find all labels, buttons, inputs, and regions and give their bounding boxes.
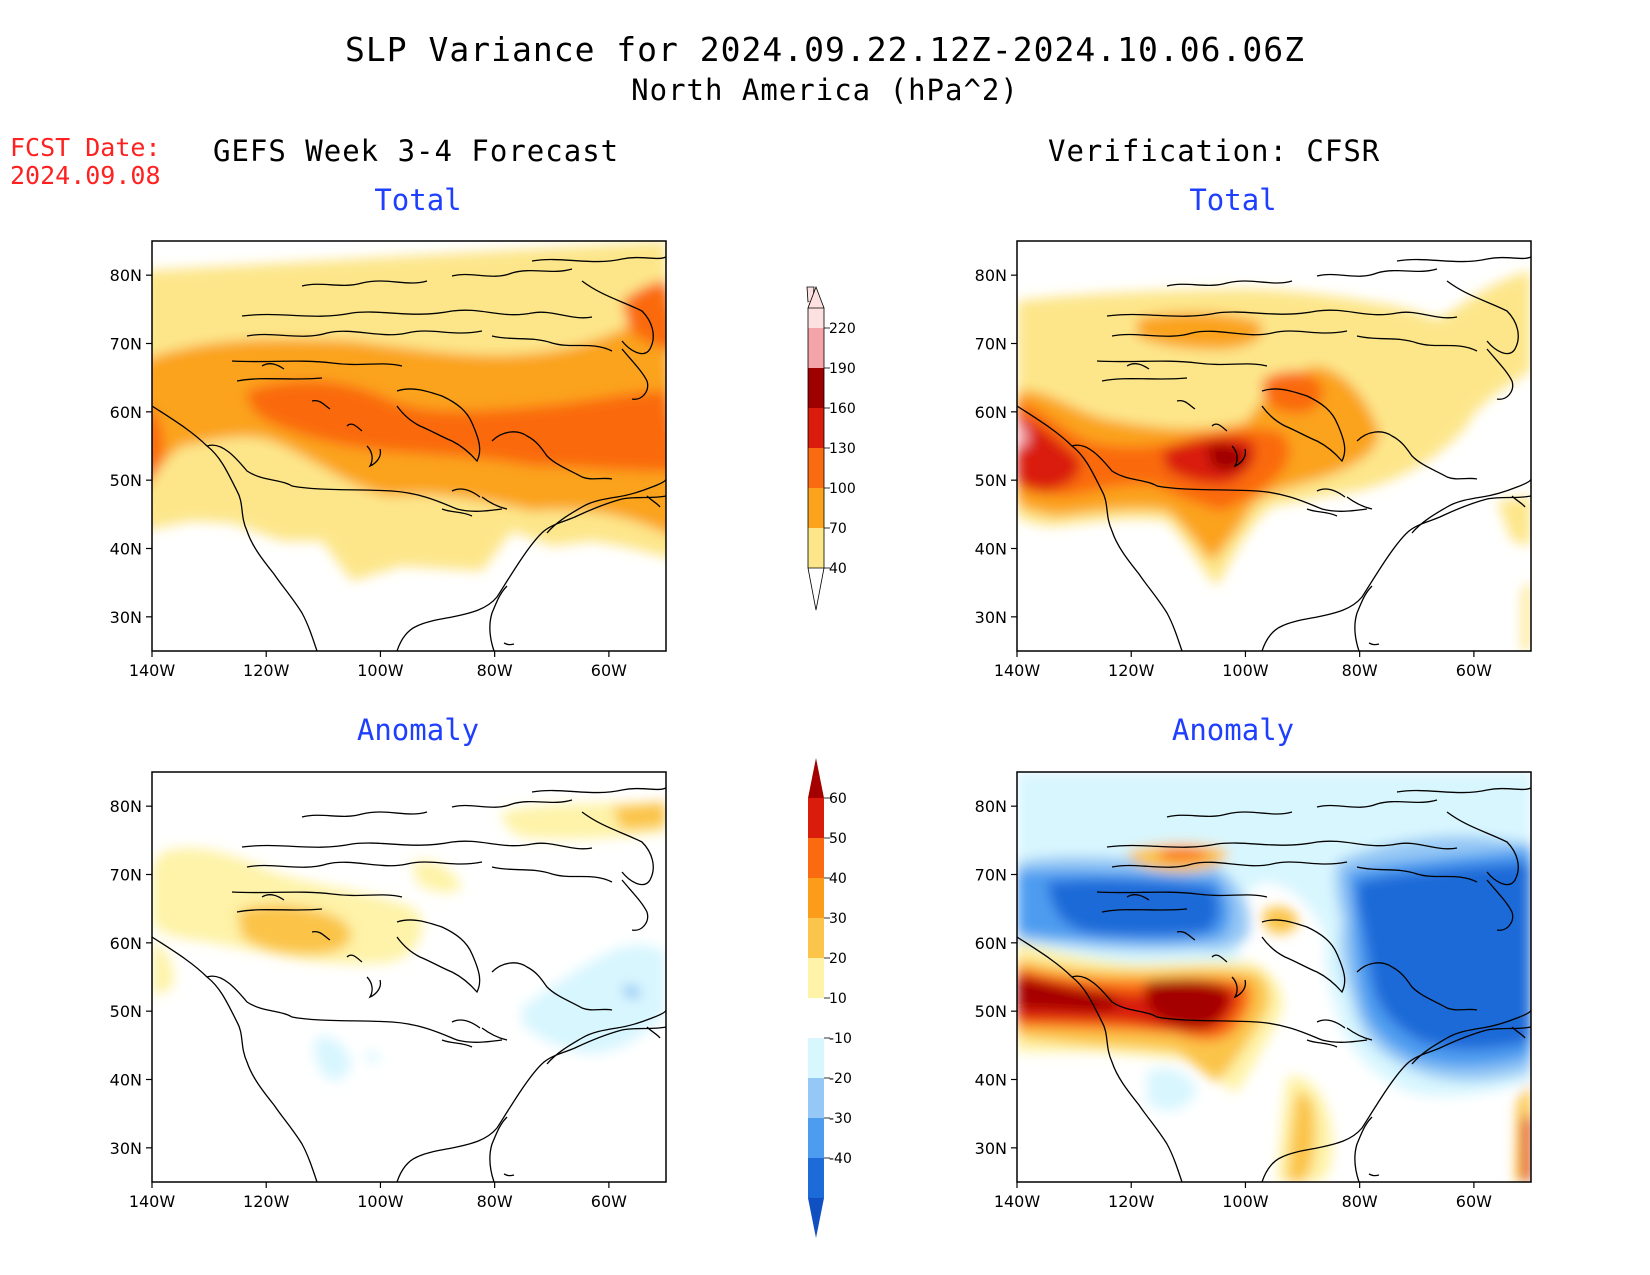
map-verif-total (1016, 240, 1532, 652)
lat-tick-label: 40N (975, 1071, 1007, 1090)
map-verif-anomaly (1016, 771, 1532, 1183)
colorbar-label: 70 (829, 521, 847, 537)
lat-tick-label: 60N (975, 403, 1007, 422)
right-heading: Verification: CFSR (1048, 134, 1381, 168)
lat-tick-label: 70N (975, 335, 1007, 354)
colorbar-label: 40 (829, 871, 847, 887)
colorbar-label: -40 (829, 1151, 852, 1167)
map-frame (1016, 771, 1532, 1183)
colorbar-label: 190 (829, 361, 856, 377)
colorbar-label: -10 (829, 1031, 852, 1047)
colorbar-arrow-bottom (808, 1198, 824, 1238)
colorbar-label: 160 (829, 401, 856, 417)
left-heading: GEFS Week 3-4 Forecast (213, 134, 620, 168)
colorbar-anomaly: 60 50 40 30 20 10 -10 -20 -30 -40 (808, 758, 852, 1238)
map-frame (151, 771, 667, 1183)
lon-tick-label: 140W (129, 1192, 176, 1211)
map-fcst-total (151, 240, 667, 652)
colorbar-label: 220 (829, 321, 856, 337)
lat-tick-label: 50N (110, 471, 142, 490)
lon-tick-label: 100W (1222, 1192, 1269, 1211)
axes-layer: 140W 120W 100W 80W 60W 80N 70N 60N 50N 40N 30N 140W… (110, 266, 1492, 1211)
lon-tick-label: 120W (243, 661, 290, 680)
colorbar-label: 30 (829, 911, 847, 927)
lon-tick-label: 80W (477, 1192, 513, 1211)
colorbar-label: 60 (829, 791, 847, 807)
colorbar-swatch (808, 838, 824, 878)
lon-tick-label: 140W (994, 661, 1041, 680)
lat-tick-label: 50N (110, 1002, 142, 1021)
lat-tick-label: 60N (975, 934, 1007, 953)
colorbar-swatch (808, 1158, 824, 1198)
lon-tick-label: 100W (357, 661, 404, 680)
colorbar-swatch (808, 918, 824, 958)
lon-tick-label: 60W (1456, 1192, 1492, 1211)
lon-tick-label: 140W (994, 1192, 1041, 1211)
fcst-date-value: 2024.09.08 (10, 161, 161, 190)
lat-tick-label: 30N (975, 608, 1007, 627)
main-subtitle: North America (hPa^2) (631, 73, 1019, 107)
map-frame (1016, 240, 1532, 652)
lat-tick-label: 80N (110, 266, 142, 285)
lat-tick-label: 40N (110, 540, 142, 559)
colorbar-swatch (808, 1038, 824, 1078)
lat-tick-label: 50N (975, 471, 1007, 490)
lat-tick-label: 70N (110, 335, 142, 354)
lat-tick-label: 40N (110, 1071, 142, 1090)
lon-tick-label: 100W (357, 1192, 404, 1211)
lon-tick-label: 80W (1342, 661, 1378, 680)
colorbar-label: -20 (829, 1071, 852, 1087)
colorbar-swatch (808, 998, 824, 1038)
colorbar-label: 50 (829, 831, 847, 847)
lat-tick-label: 70N (110, 866, 142, 885)
colorbar-swatch (808, 1118, 824, 1158)
panel-title-verif-anomaly: Anomaly (1171, 713, 1295, 747)
lat-tick-label: 30N (110, 608, 142, 627)
lon-tick-label: 120W (1108, 1192, 1155, 1211)
colorbar-total: 40 70 100 130 160 190 220 (806, 285, 856, 611)
lon-tick-label: 120W (243, 1192, 290, 1211)
colorbar-label: 20 (829, 951, 847, 967)
fcst-date-label: FCST Date: (10, 133, 161, 162)
colorbar-arrow-top (808, 758, 824, 798)
lat-tick-label: 80N (975, 797, 1007, 816)
lat-tick-label: 40N (975, 540, 1007, 559)
lat-tick-label: 80N (110, 797, 142, 816)
colorbar-swatch (808, 1078, 824, 1118)
lat-tick-label: 60N (110, 403, 142, 422)
panel-title-verif-total: Total (1189, 183, 1277, 217)
lon-tick-label: 100W (1222, 661, 1269, 680)
colorbar-label: 100 (829, 481, 856, 497)
lat-tick-label: 70N (975, 866, 1007, 885)
colorbar-swatch (808, 878, 824, 918)
panel-title-fcst-total: Total (374, 183, 462, 217)
colorbar-label: 130 (829, 441, 856, 457)
lat-tick-label: 50N (975, 1002, 1007, 1021)
lon-tick-label: 80W (1342, 1192, 1378, 1211)
lon-tick-label: 60W (1456, 661, 1492, 680)
colorbar-label: -30 (829, 1111, 852, 1127)
map-frame (151, 240, 667, 652)
lon-tick-label: 60W (591, 661, 627, 680)
colorbar-swatch (808, 798, 824, 838)
lon-tick-label: 120W (1108, 661, 1155, 680)
lat-tick-label: 30N (975, 1139, 1007, 1158)
lon-tick-label: 140W (129, 661, 176, 680)
colorbar-label: 40 (829, 561, 847, 577)
colorbar-swatch (808, 958, 824, 998)
lat-tick-label: 80N (975, 266, 1007, 285)
map-fcst-anomaly (151, 771, 667, 1183)
panel-title-fcst-anomaly: Anomaly (356, 713, 480, 747)
main-title: SLP Variance for 2024.09.22.12Z-2024.10.… (345, 30, 1305, 69)
lat-tick-label: 30N (110, 1139, 142, 1158)
lat-tick-label: 60N (110, 934, 142, 953)
colorbar-label: 10 (829, 991, 847, 1007)
lon-tick-label: 60W (591, 1192, 627, 1211)
lon-tick-label: 80W (477, 661, 513, 680)
